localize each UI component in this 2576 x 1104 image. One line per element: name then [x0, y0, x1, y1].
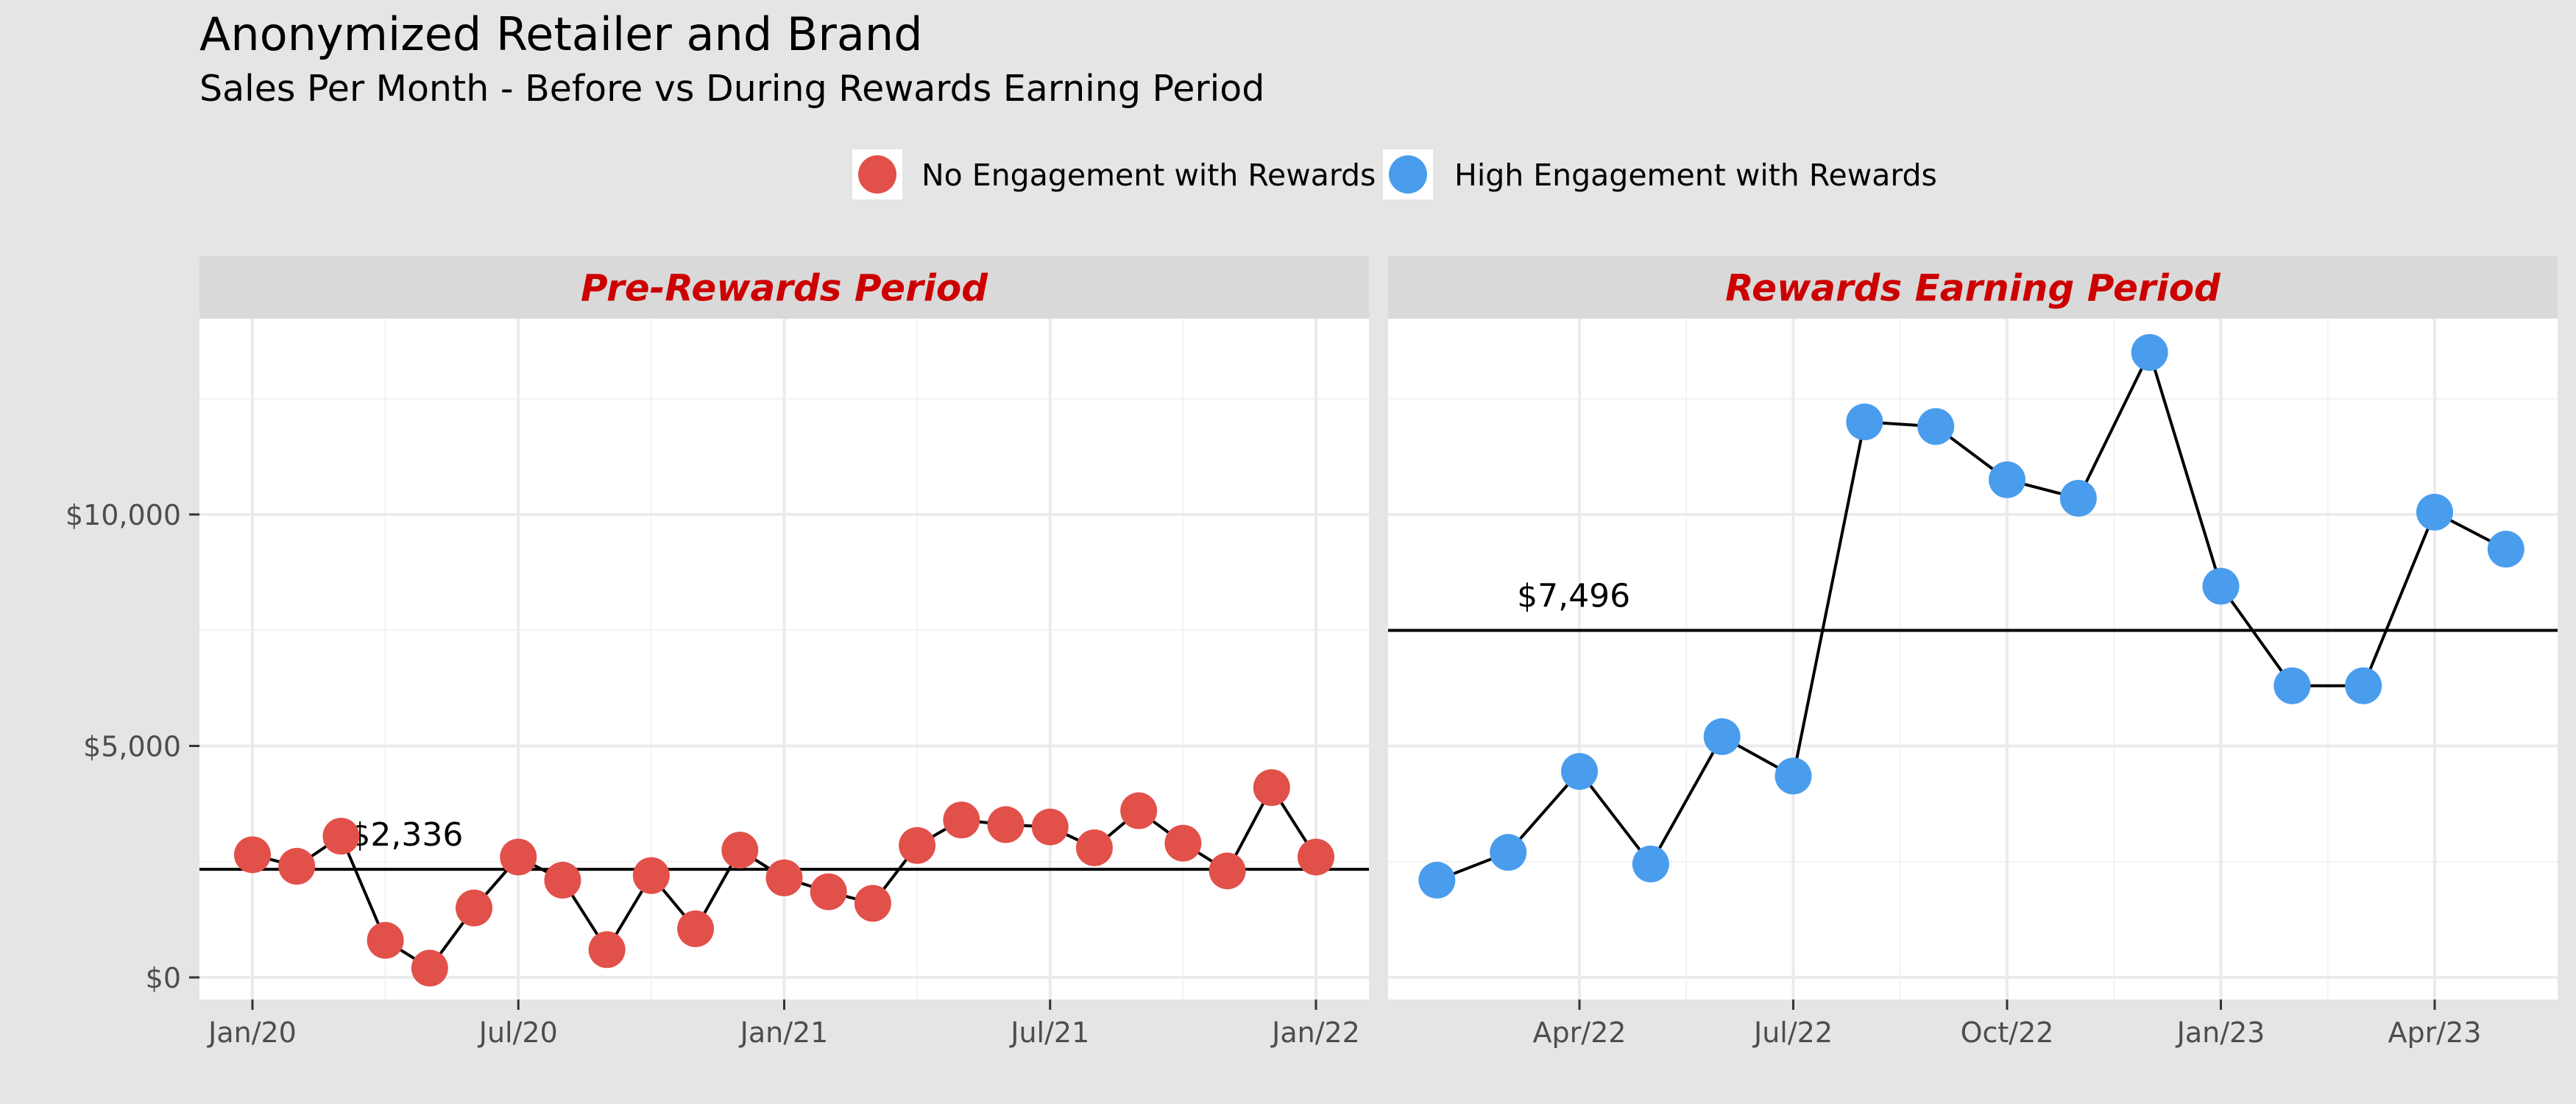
- y-tick-label: $10,000: [66, 499, 181, 531]
- data-point: [2059, 479, 2097, 517]
- data-point: [632, 857, 670, 894]
- data-point: [765, 859, 803, 896]
- x-tick-label: Jul/20: [478, 1016, 558, 1049]
- data-point: [1209, 852, 1246, 890]
- data-point: [456, 889, 493, 927]
- data-point: [1418, 861, 1456, 899]
- x-tick-label: Jan/23: [2176, 1016, 2265, 1049]
- panel-strip: [199, 256, 1369, 319]
- data-point: [987, 806, 1025, 843]
- data-point: [2202, 567, 2240, 605]
- data-point: [1031, 808, 1069, 846]
- data-point: [1120, 792, 1158, 829]
- data-point: [234, 836, 271, 874]
- chart-title: Anonymized Retailer and Brand: [199, 7, 923, 61]
- x-tick-label: Apr/22: [1533, 1016, 1627, 1049]
- data-point: [1298, 838, 1334, 876]
- legend-key-marker: [858, 155, 896, 194]
- data-point: [500, 838, 537, 876]
- data-point: [367, 921, 404, 959]
- x-tick-label: Jan/20: [207, 1016, 297, 1049]
- x-tick-label: Apr/23: [2388, 1016, 2482, 1049]
- panel-title: Pre-Rewards Period: [581, 267, 988, 310]
- panel-background: [1388, 319, 2558, 999]
- data-point: [854, 885, 891, 922]
- data-point: [1632, 845, 1669, 882]
- data-point: [677, 910, 715, 947]
- legend-label: No Engagement with Rewards: [921, 158, 1376, 193]
- data-point: [1703, 718, 1741, 755]
- data-point: [2345, 667, 2382, 704]
- data-point: [1075, 829, 1113, 866]
- data-point: [411, 949, 448, 987]
- panel-strip: [1388, 256, 2558, 319]
- x-tick-label: Jul/22: [1752, 1016, 1833, 1049]
- data-point: [1561, 753, 1598, 790]
- data-point: [1846, 403, 1883, 441]
- data-point: [810, 873, 847, 910]
- data-point: [2487, 531, 2524, 568]
- panel-title: Rewards Earning Period: [1725, 267, 2221, 310]
- chart-subtitle: Sales Per Month - Before vs During Rewar…: [199, 68, 1265, 110]
- x-tick-label: Jan/22: [1270, 1016, 1360, 1049]
- x-tick-label: Jul/21: [1009, 1016, 1089, 1049]
- data-point: [544, 861, 581, 899]
- data-point: [2274, 667, 2311, 704]
- x-tick-label: Jan/21: [739, 1016, 829, 1049]
- data-point: [1989, 461, 2025, 498]
- y-tick-label: $0: [146, 962, 181, 994]
- legend-label: High Engagement with Rewards: [1454, 158, 1937, 193]
- data-point: [278, 848, 316, 885]
- data-point: [322, 818, 360, 855]
- series-line: [1436, 350, 2507, 882]
- data-point: [1490, 834, 1527, 871]
- data-point: [1253, 769, 1290, 807]
- data-point: [1164, 824, 1202, 862]
- mean-label: $2,336: [350, 816, 463, 854]
- legend-key-marker: [1389, 155, 1427, 194]
- y-tick-label: $5,000: [83, 731, 181, 763]
- x-tick-label: Oct/22: [1961, 1016, 2054, 1049]
- data-point: [2131, 333, 2168, 371]
- data-point: [1917, 408, 1955, 445]
- mean-label: $7,496: [1517, 578, 1630, 615]
- data-point: [943, 802, 980, 839]
- data-point: [2416, 493, 2453, 531]
- data-point: [721, 832, 759, 869]
- data-point: [899, 827, 936, 864]
- data-point: [1774, 757, 1812, 795]
- data-point: [588, 931, 626, 969]
